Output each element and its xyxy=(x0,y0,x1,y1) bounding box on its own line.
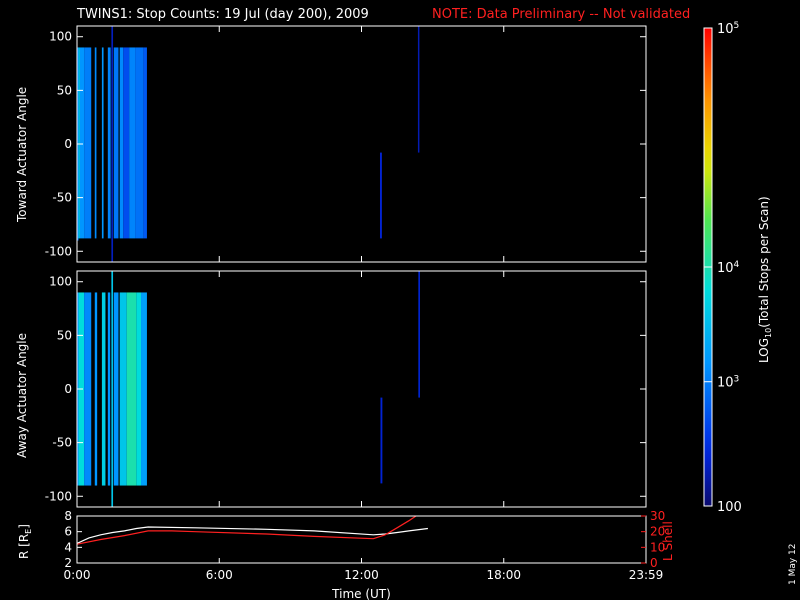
lshell-line xyxy=(76,515,417,545)
heatmap-band-top-9 xyxy=(119,47,124,239)
heatmap-band-top-3 xyxy=(84,47,92,239)
colorbar-tick-label: 105 xyxy=(717,21,739,37)
colorbar-tick-label: 103 xyxy=(717,375,739,391)
lshell-axis-label: L Shell xyxy=(661,521,675,561)
top-ytick-label: 100 xyxy=(49,30,72,44)
colorbar-tick-label: 100 xyxy=(717,500,742,515)
top-ytick-label: 0 xyxy=(64,137,72,151)
colorbar-label: LOG10(Total Stops per Scan) xyxy=(757,196,773,363)
heatmap-band-top-14 xyxy=(379,152,382,239)
lshell-ytick-label: 10 xyxy=(650,540,665,554)
radius-axis-label: R [RE] xyxy=(17,524,33,559)
middle-ytick-label: -100 xyxy=(45,489,72,503)
heatmap-band-middle-2 xyxy=(84,292,92,486)
heatmap-band-middle-5 xyxy=(107,292,111,486)
radius-line xyxy=(76,526,428,544)
heatmap-band-middle-7 xyxy=(113,292,119,486)
radius-ytick-label: 6 xyxy=(64,525,72,539)
radius-ytick-label: 4 xyxy=(64,540,72,554)
heatmap-band-middle-10 xyxy=(136,292,142,486)
lshell-ytick-label: 20 xyxy=(650,525,665,539)
heatmap-band-top-2 xyxy=(79,47,85,239)
heatmap-band-top-7 xyxy=(111,26,114,262)
top-panel-frame xyxy=(76,25,647,263)
heatmap-band-middle-8 xyxy=(119,292,127,486)
heatmap-band-top-1 xyxy=(78,47,80,239)
time-xtick-label: 6:00 xyxy=(206,568,233,582)
time-axis-label: Time (UT) xyxy=(331,587,391,600)
middle-ytick-label: 100 xyxy=(49,275,72,289)
bottom-panel-frame xyxy=(76,515,647,564)
top-ytick-label: 50 xyxy=(57,83,72,97)
plot-title: TWINS1: Stop Counts: 19 Jul (day 200), 2… xyxy=(77,7,369,22)
heatmap-band-middle-13 xyxy=(418,271,420,398)
heatmap-band-middle-3 xyxy=(94,292,98,486)
heatmap-band-middle-11 xyxy=(141,292,147,486)
heatmap-band-top-6 xyxy=(107,47,111,239)
middle-ytick-label: -50 xyxy=(52,436,72,450)
time-xtick-label: 18:00 xyxy=(486,568,521,582)
radius-ytick-label: 8 xyxy=(64,509,72,523)
time-xtick-label: 23:59 xyxy=(629,568,664,582)
heatmap-band-middle-9 xyxy=(126,292,137,486)
time-xtick-label: 0:00 xyxy=(64,568,91,582)
heatmap-band-middle-4 xyxy=(101,292,106,486)
lshell-ytick-label: 30 xyxy=(650,509,665,523)
heatmap-band-middle-6 xyxy=(111,271,114,507)
heatmap-band-top-15 xyxy=(417,26,420,153)
heatmap-band-middle-12 xyxy=(380,397,383,484)
top-ytick-label: -50 xyxy=(52,191,72,205)
middle-panel-ylabel: Away Actuator Angle xyxy=(15,332,29,458)
time-xtick-label: 12:00 xyxy=(344,568,379,582)
middle-ytick-label: 50 xyxy=(57,328,72,342)
heatmap-band-top-11 xyxy=(129,47,136,239)
top-ytick-label: -100 xyxy=(45,244,72,258)
colorbar-tick-label: 104 xyxy=(717,260,740,276)
preliminary-note: NOTE: Data Preliminary -- Not validated xyxy=(432,7,691,22)
heatmap-band-top-4 xyxy=(94,47,97,239)
radius-ytick-label: 2 xyxy=(64,556,72,570)
heatmap-band-top-10 xyxy=(123,47,130,239)
middle-ytick-label: 0 xyxy=(64,382,72,396)
heatmap-band-top-5 xyxy=(101,47,104,239)
heatmap-band-top-8 xyxy=(113,47,119,239)
heatmap-band-top-13 xyxy=(143,47,147,239)
heatmap-band-top-12 xyxy=(135,47,144,239)
top-panel-ylabel: Toward Actuator Angle xyxy=(15,86,29,222)
middle-panel-frame xyxy=(76,270,647,508)
date-stamp: 1 May 12 xyxy=(788,543,798,585)
figure-title: TWINS1: Stop Counts: 19 Jul (day 200), 2… xyxy=(0,7,800,25)
lshell-ytick-label: 0 xyxy=(650,556,658,570)
